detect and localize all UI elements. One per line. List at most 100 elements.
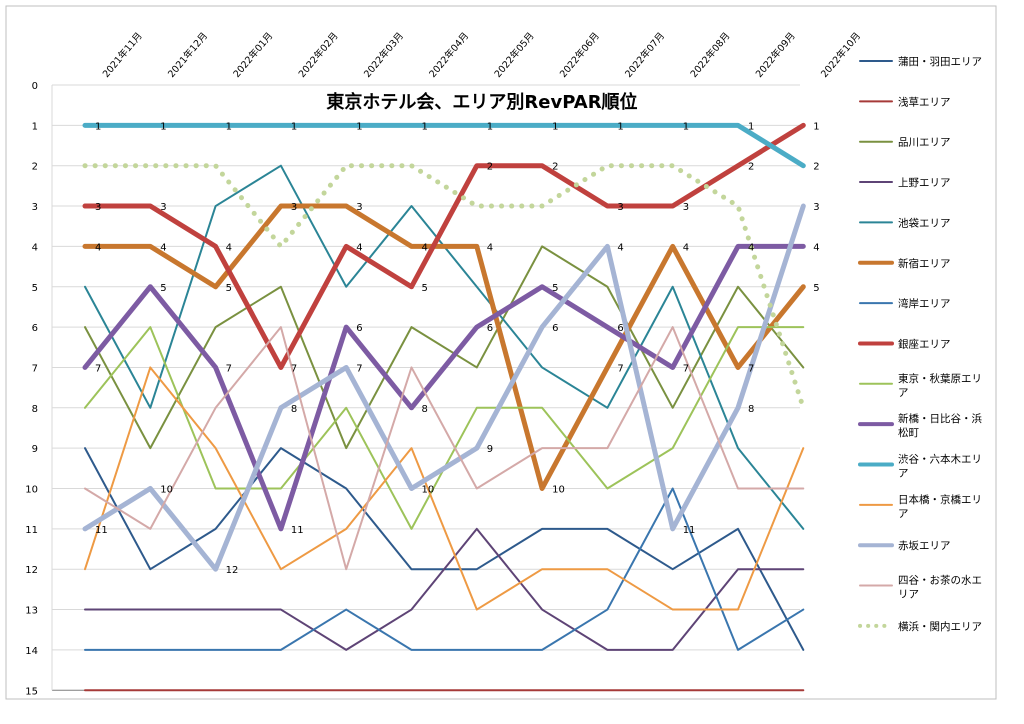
legend-label: 品川エリア xyxy=(898,137,951,149)
legend-label: 赤坂エリア xyxy=(898,540,951,552)
data-label: 11 xyxy=(95,525,108,536)
data-label: 3 xyxy=(617,202,623,213)
legend: 蒲田・羽田エリア浅草エリア品川エリア上野エリア池袋エリア新宿エリア湾岸エリア銀座… xyxy=(858,55,982,633)
data-label: 6 xyxy=(487,323,493,334)
legend-label: 池袋エリア xyxy=(898,216,951,229)
y-tick-label: 5 xyxy=(32,283,38,294)
legend-label: 東京・秋葉原エリ xyxy=(898,372,982,385)
y-tick-label: 13 xyxy=(25,606,38,617)
data-label: 7 xyxy=(683,363,689,374)
data-label: 4 xyxy=(160,242,166,253)
data-label: 1 xyxy=(683,121,689,132)
series-line xyxy=(82,163,806,411)
y-tick-label: 14 xyxy=(25,646,38,657)
data-label: 11 xyxy=(683,525,696,536)
legend-label: ア xyxy=(898,468,909,480)
chart-title: 東京ホテル会、エリア別RevPAR順位 xyxy=(326,91,637,113)
legend-label: 新宿エリア xyxy=(898,257,951,270)
data-label: 1 xyxy=(95,121,101,132)
data-label: 6 xyxy=(552,323,558,334)
series-line xyxy=(84,487,805,651)
data-label: 4 xyxy=(95,242,101,253)
chart-area-border xyxy=(5,5,997,700)
data-label: 6 xyxy=(617,323,623,334)
y-tick-label: 9 xyxy=(32,444,38,455)
data-label: 4 xyxy=(617,242,623,253)
data-label: 7 xyxy=(95,363,101,374)
data-label: 10 xyxy=(160,485,173,496)
series-line xyxy=(84,245,805,450)
data-label: 5 xyxy=(422,283,428,294)
data-label: 4 xyxy=(356,242,362,253)
data-label: 5 xyxy=(552,283,558,294)
data-label: 5 xyxy=(226,283,232,294)
y-tick-label: 4 xyxy=(32,242,38,253)
legend-label: 上野エリア xyxy=(898,177,951,189)
series-line xyxy=(84,527,805,651)
data-label: 1 xyxy=(617,121,623,132)
data-label: 3 xyxy=(683,202,689,213)
y-tick-label: 6 xyxy=(32,323,38,334)
legend-label: 横浜・関内エリア xyxy=(898,620,982,633)
data-label: 1 xyxy=(356,121,362,132)
data-label: 7 xyxy=(748,363,754,374)
data-label: 1 xyxy=(226,121,232,132)
data-label: 8 xyxy=(422,404,428,415)
data-label: 5 xyxy=(160,283,166,294)
data-label: 1 xyxy=(748,121,754,132)
data-label: 3 xyxy=(95,202,101,213)
data-label: 4 xyxy=(487,242,493,253)
data-label: 1 xyxy=(291,121,297,132)
data-label: 9 xyxy=(487,444,493,455)
data-label: 1 xyxy=(552,121,558,132)
data-label: 1 xyxy=(813,121,819,132)
y-tick-label: 1 xyxy=(32,121,38,132)
y-tick-label: 2 xyxy=(32,162,38,173)
series-line xyxy=(82,243,806,532)
legend-label: 四谷・お茶の水エ xyxy=(898,574,982,587)
data-label: 3 xyxy=(160,202,166,213)
series-line xyxy=(84,326,805,571)
data-label: 4 xyxy=(422,242,428,253)
data-label: 10 xyxy=(552,485,565,496)
legend-label: 銀座エリア xyxy=(898,337,951,350)
series-line xyxy=(82,122,806,169)
data-label: 2 xyxy=(552,162,558,173)
series-lines xyxy=(82,122,806,692)
y-tick-label: 0 xyxy=(32,81,38,92)
data-label: 11 xyxy=(291,525,304,536)
data-label: 1 xyxy=(160,121,166,132)
y-tick-label: 15 xyxy=(25,686,38,697)
data-label: 3 xyxy=(813,202,819,213)
legend-label: 蒲田・羽田エリア xyxy=(898,55,982,68)
y-tick-label: 3 xyxy=(32,202,38,213)
data-label: 5 xyxy=(813,283,819,294)
data-label: 2 xyxy=(748,162,754,173)
y-tick-label: 7 xyxy=(32,363,38,374)
data-label: 10 xyxy=(422,485,435,496)
legend-label: 松町 xyxy=(898,426,919,439)
legend-label: 新橋・日比谷・浜 xyxy=(898,412,982,425)
data-label: 2 xyxy=(813,162,819,173)
series-line xyxy=(84,366,805,611)
legend-label: ア xyxy=(898,508,909,520)
data-label: 7 xyxy=(356,363,362,374)
series-line xyxy=(82,203,806,491)
legend-label: ア xyxy=(898,387,909,399)
data-label: 12 xyxy=(226,565,239,576)
data-label: 1 xyxy=(422,121,428,132)
y-tick-label: 12 xyxy=(25,565,38,576)
series-line xyxy=(82,203,806,572)
legend-label: 渋谷・六本木エリ xyxy=(898,453,982,466)
data-label: 1 xyxy=(487,121,493,132)
data-label: 3 xyxy=(356,202,362,213)
data-label: 6 xyxy=(356,323,362,334)
y-tick-label: 8 xyxy=(32,404,38,415)
data-label: 2 xyxy=(487,162,493,173)
data-label: 3 xyxy=(291,202,297,213)
data-label: 7 xyxy=(226,363,232,374)
y-tick-label: 10 xyxy=(25,485,38,496)
